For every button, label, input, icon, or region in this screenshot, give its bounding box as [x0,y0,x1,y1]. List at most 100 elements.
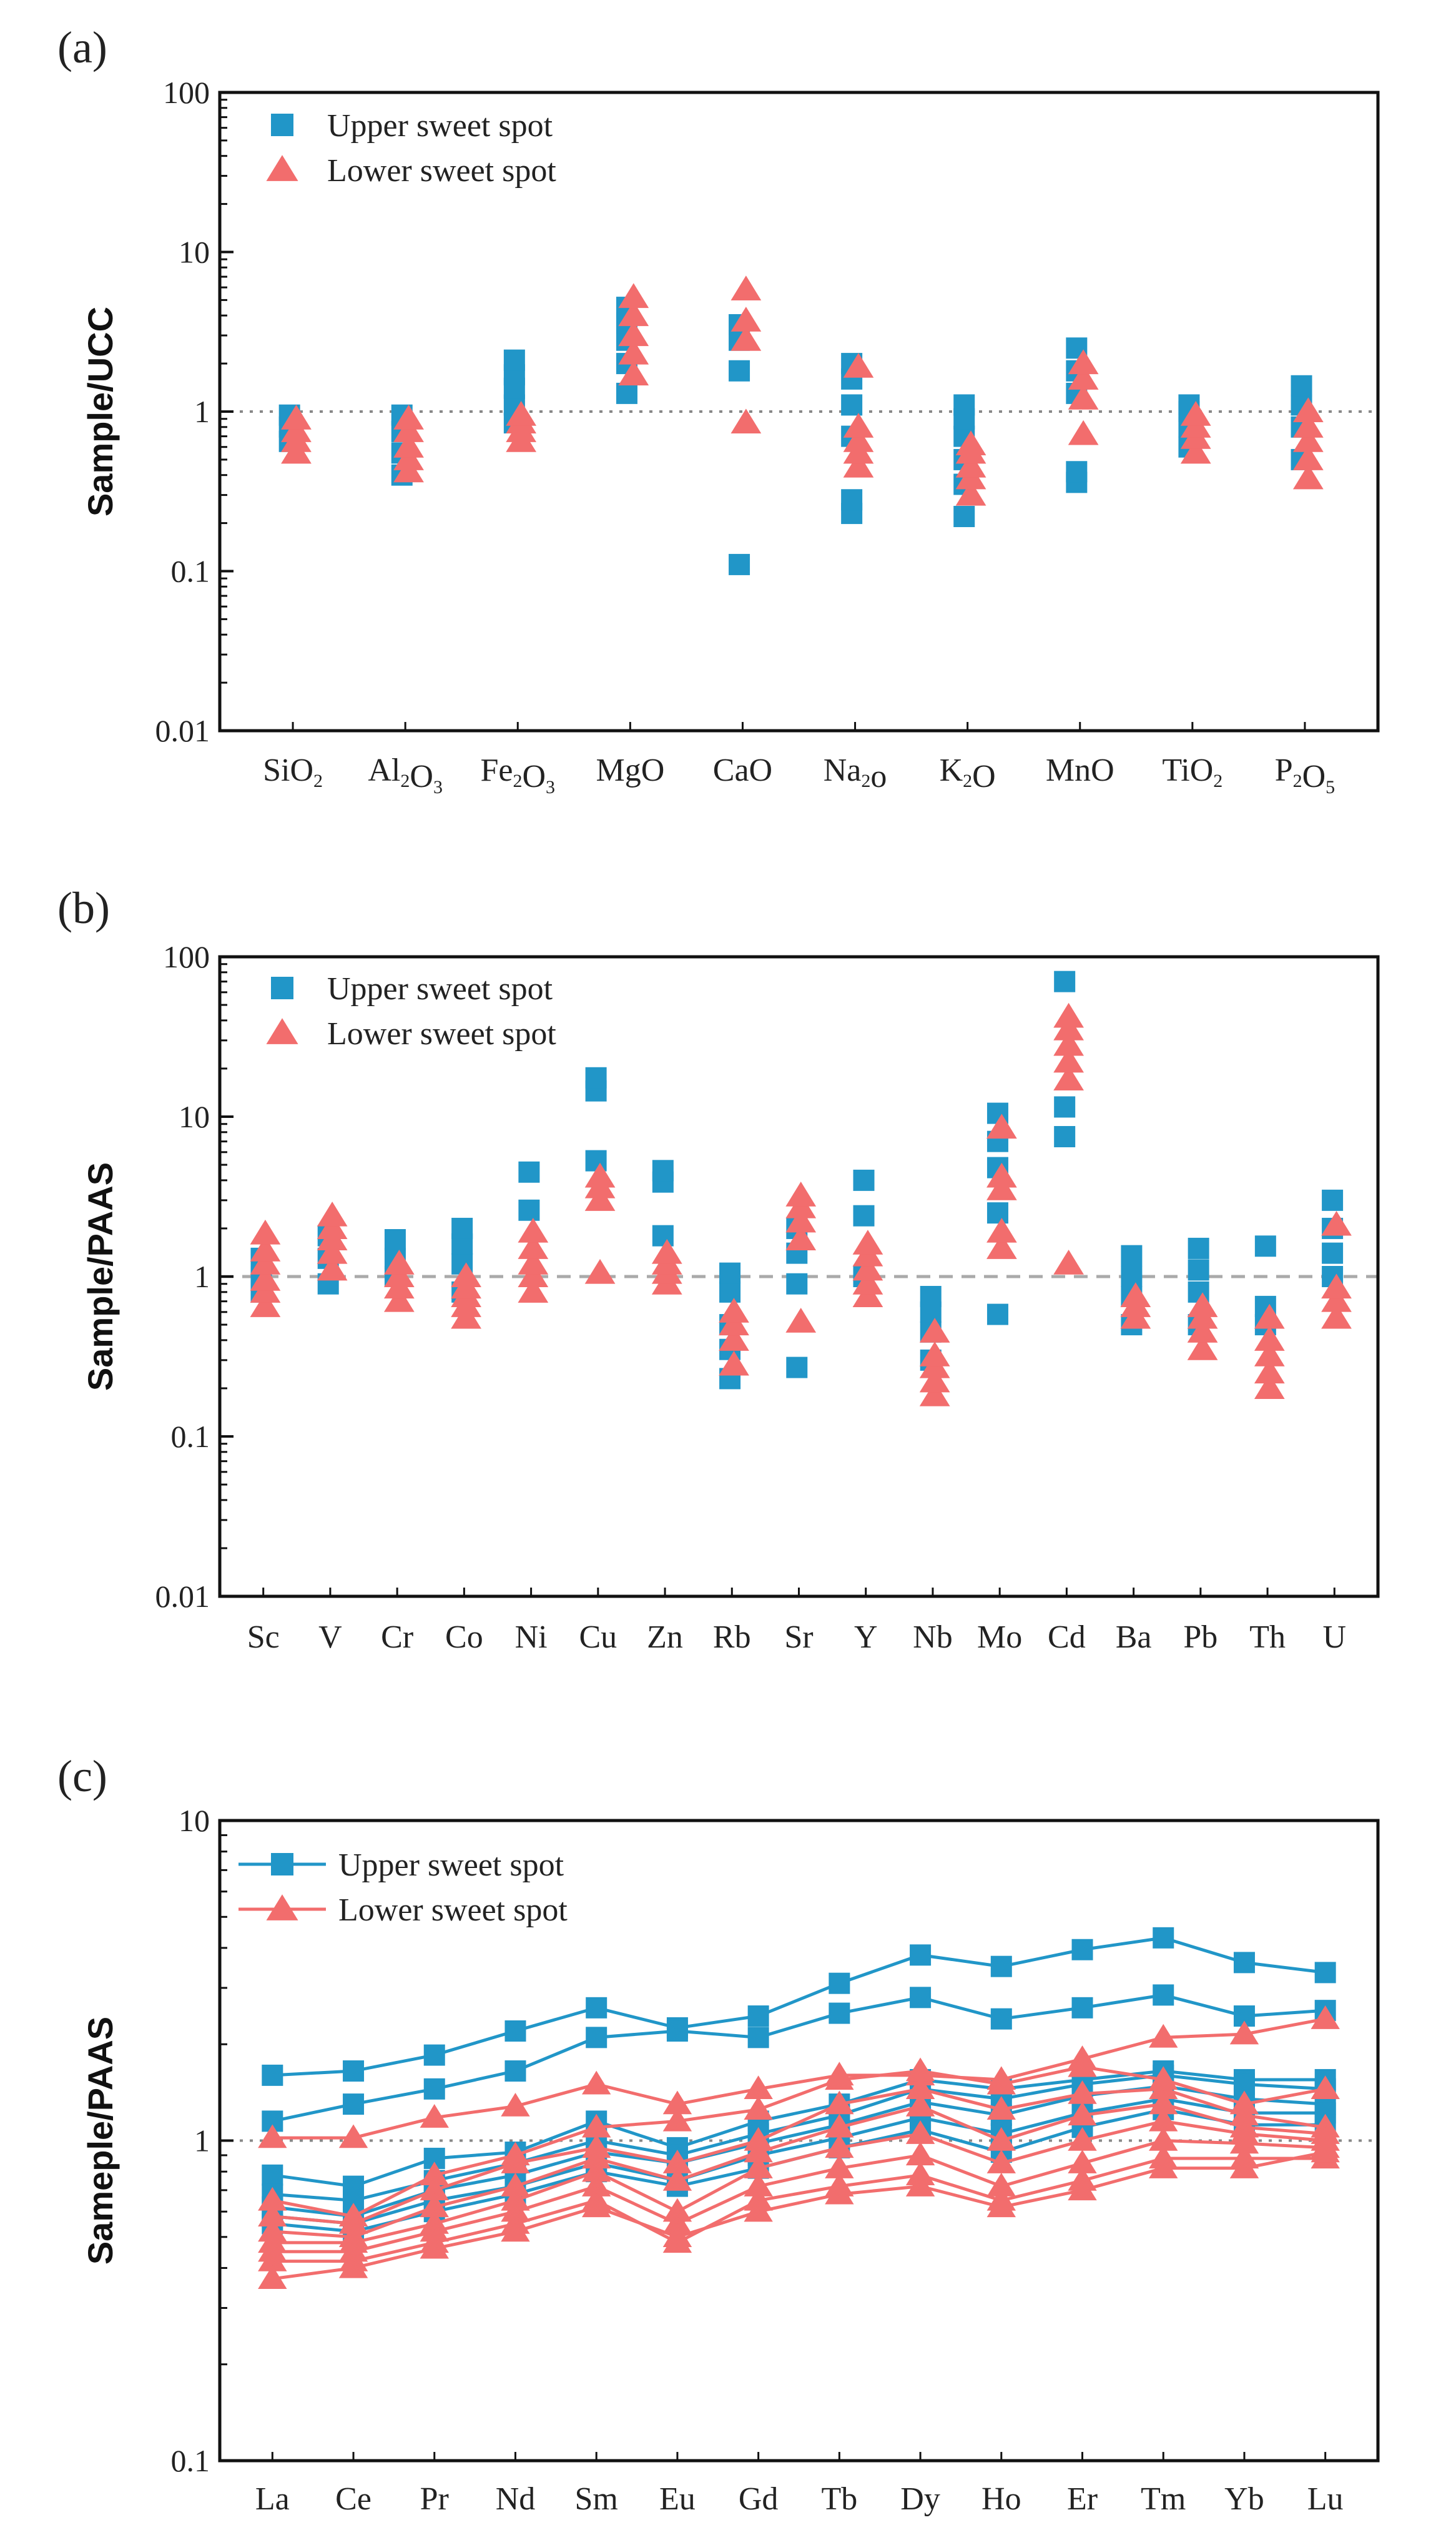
data-point [384,1262,415,1288]
data-point [451,1262,481,1288]
data-point [1149,2090,1178,2115]
category-label: Na2o [824,753,887,794]
data-point [506,401,537,426]
data-point [662,2150,692,2173]
data-point [825,2134,854,2158]
series-line [272,1936,1326,2077]
data-point [986,1162,1017,1188]
data-point [1187,1292,1218,1317]
data-point [1233,1952,1255,1974]
data-point [953,394,975,416]
data-point [616,382,637,404]
y-tick-label: 1 [194,394,210,429]
data-point [281,417,312,442]
data-point [1068,385,1099,410]
data-point [843,353,874,378]
y-tick-label: 100 [163,939,210,974]
data-point [986,2173,1016,2196]
data-point [955,480,986,506]
category-label: Rb [713,1619,751,1655]
data-point [841,489,863,511]
data-point [1068,2177,1097,2201]
data-point [581,2070,611,2095]
data-point [618,283,649,309]
data-point [250,1266,281,1291]
data-point [1068,365,1099,390]
y-tick-label: 0.1 [171,1419,210,1454]
data-point [338,2254,368,2278]
data-point [744,2173,773,2196]
category-label: Sm [575,2481,618,2517]
data-point [1254,1235,1276,1257]
data-point [1121,1266,1143,1287]
data-point [258,2265,287,2289]
data-point [662,2107,692,2132]
category-label: Gd [739,2481,779,2517]
data-point [250,1219,281,1245]
data-point [1149,2127,1178,2151]
data-point [317,1201,348,1227]
data-point [1068,349,1099,375]
data-point [730,307,762,332]
legend-marker [266,155,298,181]
y-axis-label: Sample/UCC [81,307,120,516]
data-point [719,1350,749,1376]
data-point [843,427,874,452]
series-line [272,2065,1326,2218]
data-point [1292,413,1324,438]
data-point [843,452,874,478]
series-lower [258,2005,1340,2289]
data-point [905,2075,935,2099]
series-line [272,2157,1326,2263]
panel-a: (a) 0.01 0.1 1 10 100 Sample/UCC SiO2 Al2O3 Fe2O3… [57,22,1380,798]
data-point [343,2060,365,2082]
category-label: Zn [647,1619,683,1655]
data-point [744,2138,773,2163]
data-point [829,1972,850,1994]
data-point [1149,2107,1178,2132]
data-point [1054,1096,1076,1118]
panel-label: (c) [57,1751,107,1801]
category-label: Cr [381,1619,413,1655]
data-point [990,2008,1012,2030]
y-tick-label: 1 [194,2123,210,2158]
data-point [503,349,525,371]
data-point [423,2044,445,2066]
data-point [1068,2080,1097,2104]
data-point [662,2210,692,2234]
data-point [1254,1358,1285,1384]
data-point [504,2060,526,2082]
data-point [586,2027,607,2048]
data-point [719,1262,741,1284]
data-point [1321,1303,1352,1329]
data-point [1153,1984,1174,2006]
category-label: Sr [784,1619,813,1655]
data-point [518,1199,540,1221]
data-point [1053,1250,1084,1275]
y-tick-label: 10 [179,235,210,270]
data-point [420,2162,449,2186]
data-point [825,2090,854,2115]
data-point [852,1230,883,1255]
data-point [986,2127,1016,2151]
data-point [852,1255,883,1281]
legend-marker [271,977,293,999]
data-point [581,2193,611,2218]
category-label: Ho [981,2481,1021,2517]
category-label: Nb [913,1619,953,1655]
data-point [729,553,750,575]
data-point [501,2150,530,2173]
data-point [910,1944,932,1966]
data-point [1229,2102,1259,2126]
data-point [1311,2138,1340,2163]
data-point [584,1258,616,1284]
data-point [501,2218,530,2242]
data-point [910,1987,932,2009]
data-point [919,1367,950,1393]
data-point [1322,1242,1344,1264]
data-point [281,405,312,430]
data-point [853,1169,875,1191]
data-point [1311,2005,1340,2029]
data-point [662,2223,692,2247]
